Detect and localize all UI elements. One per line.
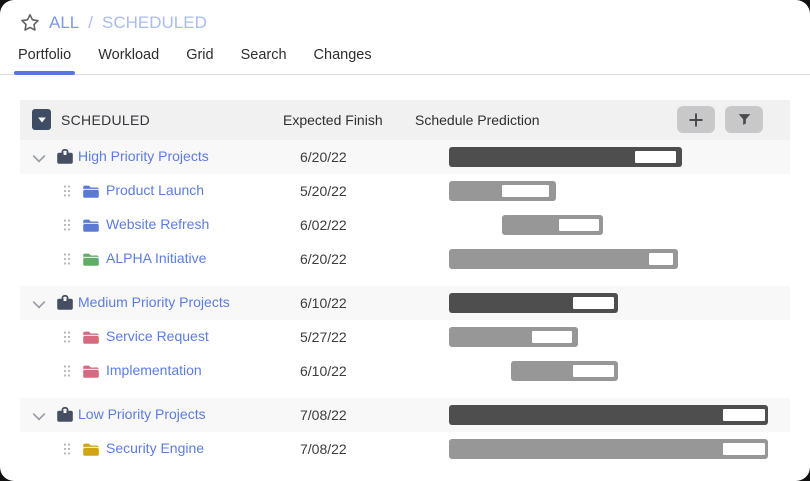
schedule-bar[interactable] — [449, 181, 556, 201]
schedule-bar-range — [721, 407, 767, 423]
column-header-schedule-prediction[interactable]: Schedule Prediction — [415, 112, 540, 128]
row-date: 5/20/22 — [300, 183, 347, 199]
folder-icon — [82, 442, 100, 462]
star-favorite-icon[interactable] — [20, 13, 40, 33]
folder-icon — [82, 364, 100, 384]
schedule-bar-range — [557, 217, 601, 233]
schedule-bar[interactable] — [511, 361, 618, 381]
schedule-bar-range — [571, 295, 616, 311]
column-header-expected-finish[interactable]: Expected Finish — [283, 112, 383, 128]
schedule-prediction-cell — [449, 432, 786, 466]
drag-handle[interactable] — [63, 184, 71, 203]
schedule-prediction-cell — [449, 174, 786, 208]
drag-handle[interactable] — [63, 252, 71, 271]
briefcase-icon — [56, 148, 74, 171]
schedule-bar[interactable] — [449, 439, 768, 459]
row-label[interactable]: Product Launch — [106, 182, 205, 198]
schedule-prediction-cell — [449, 286, 786, 320]
folder-icon — [82, 184, 100, 204]
table-row[interactable]: Medium Priority Projects 6/10/22 — [20, 286, 790, 320]
filter-button[interactable] — [725, 106, 763, 133]
add-item-button[interactable] — [677, 106, 715, 133]
drag-handle[interactable] — [63, 364, 71, 383]
drag-handle[interactable] — [63, 442, 71, 461]
schedule-prediction-cell — [449, 398, 786, 432]
portfolio-table: SCHEDULED Expected Finish Schedule Predi… — [20, 100, 790, 466]
breadcrumb: ALL / SCHEDULED — [0, 0, 810, 33]
schedule-prediction-cell — [449, 320, 786, 354]
filter-funnel-icon — [738, 114, 750, 125]
row-date: 7/08/22 — [300, 441, 347, 457]
row-date: 6/20/22 — [300, 149, 347, 165]
collapse-all-button[interactable] — [32, 109, 51, 130]
row-label[interactable]: ALPHA Initiative — [106, 250, 207, 266]
table-body: High Priority Projects 6/20/22 Product L… — [20, 140, 790, 466]
tab-bar: Portfolio Workload Grid Search Changes — [0, 42, 810, 75]
schedule-bar[interactable] — [449, 147, 682, 167]
schedule-bar-range — [633, 149, 678, 165]
row-label[interactable]: Low Priority Projects — [78, 406, 206, 422]
schedule-prediction-cell — [449, 140, 786, 174]
tab-workload[interactable]: Workload — [98, 47, 160, 63]
breadcrumb-all-link[interactable]: ALL — [49, 13, 80, 32]
table-row[interactable]: High Priority Projects 6/20/22 — [20, 140, 790, 174]
tab-grid[interactable]: Grid — [186, 47, 214, 63]
schedule-bar-range — [530, 329, 574, 345]
schedule-prediction-cell — [449, 242, 786, 276]
table-header: SCHEDULED Expected Finish Schedule Predi… — [20, 100, 790, 140]
row-label[interactable]: Medium Priority Projects — [78, 294, 230, 310]
schedule-bar[interactable] — [449, 293, 618, 313]
row-date: 6/02/22 — [300, 217, 347, 233]
row-date: 6/10/22 — [300, 363, 347, 379]
row-label[interactable]: Security Engine — [106, 440, 205, 456]
table-row[interactable]: Product Launch 5/20/22 — [20, 174, 790, 208]
table-row[interactable]: Service Request 5/27/22 — [20, 320, 790, 354]
table-row[interactable]: Security Engine 7/08/22 — [20, 432, 790, 466]
schedule-prediction-cell — [449, 208, 786, 242]
folder-icon — [82, 330, 100, 350]
table-row[interactable]: ALPHA Initiative 6/20/22 — [20, 242, 790, 276]
table-row[interactable]: Website Refresh 6/02/22 — [20, 208, 790, 242]
schedule-prediction-cell — [449, 354, 786, 388]
row-label[interactable]: High Priority Projects — [78, 148, 209, 164]
chevron-down-icon[interactable] — [32, 151, 46, 169]
tab-search[interactable]: Search — [240, 47, 287, 63]
row-date: 6/10/22 — [300, 295, 347, 311]
drag-handle[interactable] — [63, 330, 71, 349]
schedule-bar-range — [571, 363, 616, 379]
row-label[interactable]: Service Request — [106, 328, 209, 344]
briefcase-icon — [56, 294, 74, 317]
schedule-bar[interactable] — [502, 215, 603, 235]
schedule-bar[interactable] — [449, 405, 768, 425]
schedule-bar-range — [500, 183, 551, 199]
folder-icon — [82, 252, 100, 272]
row-date: 6/20/22 — [300, 251, 347, 267]
plus-icon — [689, 112, 703, 127]
row-date: 5/27/22 — [300, 329, 347, 345]
schedule-bar[interactable] — [449, 327, 578, 347]
column-header-scheduled[interactable]: SCHEDULED — [61, 112, 151, 128]
tab-portfolio[interactable]: Portfolio — [13, 42, 76, 75]
tab-changes[interactable]: Changes — [313, 47, 372, 63]
chevron-down-icon[interactable] — [32, 297, 46, 315]
table-row[interactable]: Implementation 6/10/22 — [20, 354, 790, 388]
row-label[interactable]: Website Refresh — [106, 216, 210, 232]
schedule-bar-range — [721, 441, 767, 457]
row-date: 7/08/22 — [300, 407, 347, 423]
row-label[interactable]: Implementation — [106, 362, 202, 378]
briefcase-icon — [56, 406, 74, 429]
breadcrumb-separator: / — [88, 13, 93, 32]
table-row[interactable]: Low Priority Projects 7/08/22 — [20, 398, 790, 432]
folder-icon — [82, 218, 100, 238]
schedule-bar-range — [647, 251, 675, 267]
breadcrumb-scheduled-link[interactable]: SCHEDULED — [101, 13, 207, 32]
schedule-bar[interactable] — [449, 249, 678, 269]
chevron-down-icon[interactable] — [32, 409, 46, 427]
drag-handle[interactable] — [63, 218, 71, 237]
